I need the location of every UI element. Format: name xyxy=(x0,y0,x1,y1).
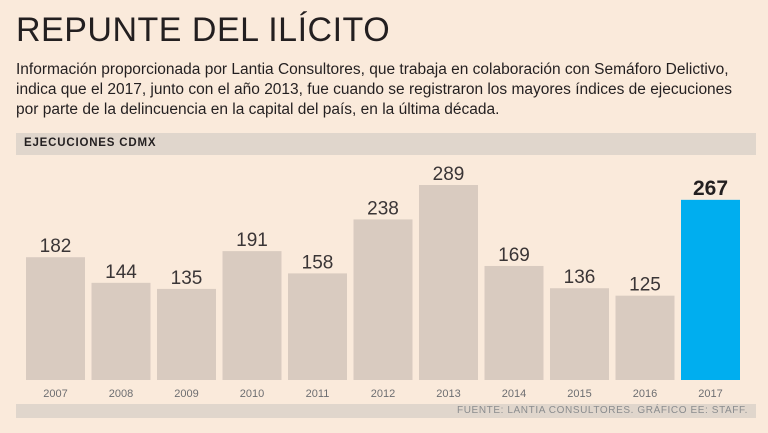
bar-2007 xyxy=(26,257,85,380)
bar-2015 xyxy=(550,288,609,380)
category-label-2014: 2014 xyxy=(502,388,526,400)
bar-2009 xyxy=(157,288,216,380)
category-label-2010: 2010 xyxy=(240,388,264,400)
bar-chart: 182 2007 144 2008 135 2009 191 2010 158 2011 238 20… xyxy=(26,164,740,400)
value-label-2015: 136 xyxy=(564,267,596,288)
source-credit: FUENTE: LANTIA CONSULTORES. GRÁFICO EE: … xyxy=(457,405,748,416)
section-header: EJECUCIONES CDMX xyxy=(16,133,756,155)
value-label-2008: 144 xyxy=(105,262,137,283)
bar-2017 xyxy=(681,199,740,380)
bar-2013 xyxy=(419,185,478,380)
category-label-2015: 2015 xyxy=(567,388,591,400)
section-label: EJECUCIONES CDMX xyxy=(24,137,157,149)
value-label-2011: 158 xyxy=(302,252,334,273)
category-label-2008: 2008 xyxy=(109,388,133,400)
category-label-2012: 2012 xyxy=(371,388,395,400)
value-label-2007: 182 xyxy=(40,236,72,257)
value-label-2010: 191 xyxy=(236,230,268,251)
bar-2011 xyxy=(288,273,347,380)
bar-2014 xyxy=(484,265,544,380)
bar-2016 xyxy=(615,295,675,380)
category-label-2013: 2013 xyxy=(436,388,460,400)
bar-2012 xyxy=(353,219,413,380)
chart-title: REPUNTE DEL ILÍCITO xyxy=(16,11,391,49)
category-label-2007: 2007 xyxy=(43,388,67,400)
value-label-2013: 289 xyxy=(433,164,465,185)
bar-2008 xyxy=(91,282,151,380)
value-label-2017: 267 xyxy=(693,177,728,200)
category-label-2016: 2016 xyxy=(633,388,657,400)
category-label-2009: 2009 xyxy=(174,388,198,400)
category-label-2011: 2011 xyxy=(306,388,330,400)
value-label-2016: 125 xyxy=(629,275,661,296)
category-label-2017: 2017 xyxy=(698,388,722,400)
footer-bar: FUENTE: LANTIA CONSULTORES. GRÁFICO EE: … xyxy=(16,404,756,418)
chart-subtitle: Información proporcionada por Lantia Con… xyxy=(16,61,733,118)
value-label-2012: 238 xyxy=(367,198,399,219)
bar-2010 xyxy=(222,251,282,380)
value-label-2014: 169 xyxy=(498,245,530,266)
value-label-2009: 135 xyxy=(171,268,203,289)
